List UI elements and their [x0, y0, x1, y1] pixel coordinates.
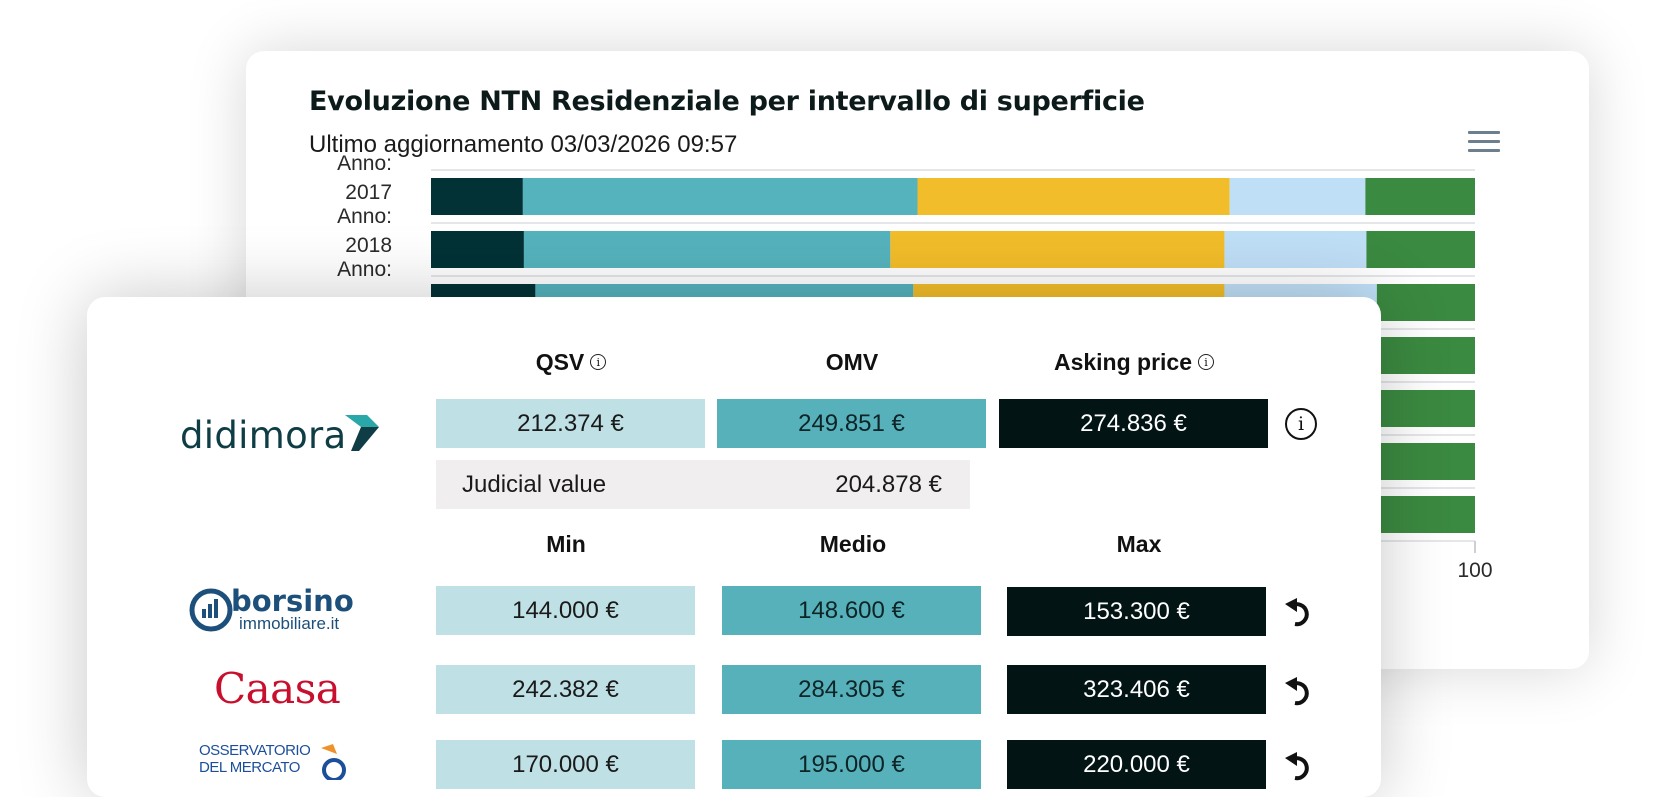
category-label: Anno: [337, 205, 392, 228]
max-header: Max [1116, 530, 1162, 557]
bar-segment[interactable] [1365, 178, 1475, 215]
bar-segment[interactable] [1376, 496, 1475, 533]
bar-segment[interactable] [917, 178, 1230, 215]
info-icon[interactable]: i [1285, 408, 1317, 440]
qsv-header: QSV i [436, 347, 706, 377]
medio-header: Medio [819, 530, 887, 557]
osservatorio-refresh-icon[interactable] [1283, 748, 1315, 782]
x-tick-label: 100 [1457, 559, 1492, 582]
judicial-value-label: Judicial value [462, 470, 607, 498]
asking-price-header: Asking price i [999, 347, 1269, 377]
caasa-logo: Caasa [214, 664, 341, 713]
borsino-refresh-icon[interactable] [1283, 594, 1315, 628]
valuation-card: QSV i OMV Asking price i didimora 212.37… [87, 297, 1381, 797]
svg-text:immobiliare.it: immobiliare.it [239, 614, 339, 633]
caasa-max-value: 323.406 € [1007, 665, 1266, 714]
caasa-refresh-icon[interactable] [1283, 673, 1315, 707]
hamburger-menu-icon[interactable] [1468, 131, 1500, 153]
borsino-medio-value: 148.600 € [722, 586, 981, 635]
bar-segment[interactable] [1376, 337, 1475, 374]
category-label: 2018 [345, 234, 392, 257]
svg-text:borsino: borsino [231, 584, 354, 618]
svg-text:DEL MERCATO: DEL MERCATO [199, 759, 300, 776]
judicial-value-box: Judicial value 204.878 € [436, 460, 970, 509]
caasa-medio-value: 284.305 € [722, 665, 981, 714]
chart-title: Evoluzione NTN Residenziale per interval… [309, 86, 1145, 117]
omv-value: 249.851 € [717, 399, 986, 448]
borsino-immobiliare-logo: borsino immobiliare.it [189, 584, 354, 633]
qsv-info-icon[interactable]: i [590, 354, 607, 370]
bar-segment[interactable] [890, 231, 1225, 268]
didimora-logo-mark-icon [344, 415, 379, 451]
bar-segment[interactable] [1376, 390, 1475, 427]
caasa-min-value: 242.382 € [436, 665, 695, 714]
qsv-value: 212.374 € [436, 399, 705, 448]
category-label: Anno: [337, 258, 392, 281]
bar-segment[interactable] [1224, 231, 1367, 268]
bar-segment[interactable] [1229, 178, 1366, 215]
bar-segment[interactable] [522, 178, 918, 215]
asking-price-value: 274.836 € [999, 399, 1268, 448]
borsino-max-value: 153.300 € [1007, 587, 1266, 636]
category-label: 2017 [345, 181, 392, 204]
min-header: Min [546, 530, 586, 557]
category-label: Anno: [337, 152, 392, 175]
borsino-min-value: 144.000 € [436, 586, 695, 635]
bar-segment[interactable] [1376, 284, 1475, 321]
bar-segment[interactable] [431, 178, 523, 215]
didimora-logo: didimora [180, 413, 379, 457]
judicial-value-amount: 204.878 € [835, 470, 942, 498]
svg-text:OSSERVATORIO: OSSERVATORIO [199, 742, 310, 759]
bar-segment[interactable] [523, 231, 891, 268]
osservatorio-mercato-logo: OSSERVATORIO DEL MERCATO [199, 742, 346, 780]
bar-segment[interactable] [1366, 231, 1475, 268]
omv-header: OMV [825, 348, 879, 375]
chart-subtitle: Ultimo aggiornamento 03/03/2026 09:57 [309, 131, 738, 158]
asking-price-info-icon[interactable]: i [1198, 354, 1215, 370]
bar-segment[interactable] [1376, 443, 1475, 480]
bar-segment[interactable] [431, 231, 524, 268]
